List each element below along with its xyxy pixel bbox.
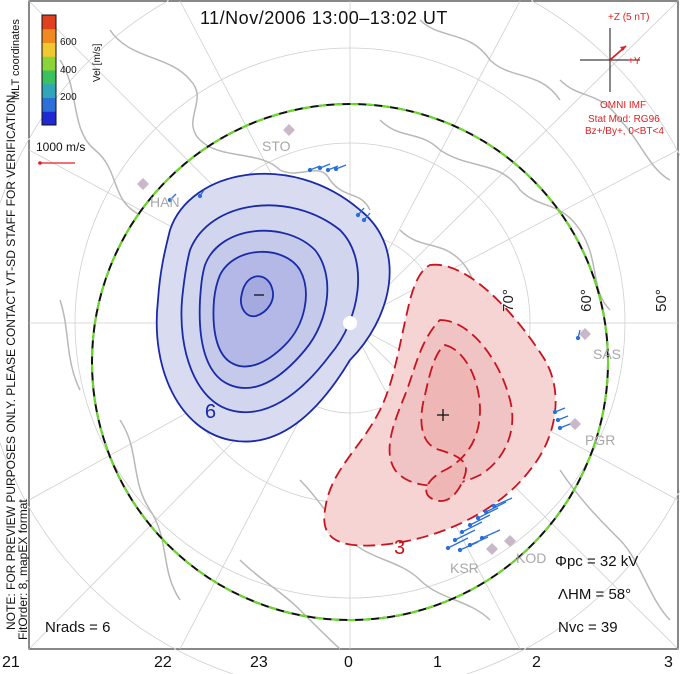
station-han-marker [137,178,149,190]
mlt-label-2: 2 [532,654,541,671]
plot-frame [28,0,679,650]
lat-label-50: 50° [652,289,670,312]
imf-source: OMNI IMF [600,100,647,111]
station-sto-marker [283,124,295,136]
station-ksr-label: KSR [450,560,479,576]
station-pgr-marker [569,418,581,430]
colorbar-segment [42,97,56,112]
colorbar-frame [41,14,57,126]
station-sto-label: STO [262,138,291,154]
positive-contour-label: 3 [394,537,406,559]
station-ksr-marker [486,543,498,555]
stat-n-rads: Nrads = 6 [45,619,111,636]
mlt-label-23: 23 [250,654,268,671]
colorbar-segment [42,111,56,126]
imf-condition: Bz+/By+, 0<BT<4 [585,126,664,137]
lat-label-70: 70° [499,289,517,312]
station-kod-marker [504,535,516,547]
station-han-label: HAN [150,194,180,210]
coordinate-label: MLT coordinates [10,19,22,100]
potential-extrema [254,294,449,421]
mlt-label-21: 21 [2,654,20,671]
colorbar [42,15,56,126]
colorbar-segment [42,83,56,98]
imf-z-label: +Z (5 nT) [608,12,650,23]
station-markers [137,124,591,555]
colorbar-label: Vel [m/s] [92,43,103,82]
mlt-label-0: 0 [344,654,353,671]
lat-label-60: 60° [577,289,595,312]
imf-clock [580,28,640,92]
stat-phi-pc: Φpc = 32 kV [555,553,639,570]
plot-title: 11/Nov/2006 13:00–13:02 UT [200,8,448,28]
mlt-label-1: 1 [433,654,442,671]
station-pgr-label: PGR [585,432,616,448]
stat-lambda-hm: ΛHM = 58° [558,586,632,603]
coastlines [59,19,671,650]
pos-contour-inner [420,344,481,502]
colorbar-tick-200: 200 [60,92,77,103]
vector-scale-arrow [38,161,75,165]
negative-potential-cell [155,172,391,443]
station-sas-label: SAS [593,346,622,362]
colorbar-segment [42,56,56,71]
imf-y-label: +Y [628,56,641,67]
mlt-label-3: 3 [664,654,673,671]
pole-marker [343,316,357,330]
stat-n-vc: Nvc = 39 [558,619,618,636]
neg-contour-inner [240,275,274,318]
colorbar-tick-400: 400 [60,65,77,76]
negative-contour-label: 9 [205,399,217,421]
colorbar-segment [42,42,56,57]
mlt-label-22: 22 [154,654,172,671]
colorbar-tick-600: 600 [60,37,77,48]
hm-boundary-green [91,103,609,621]
vector-scale-label: 1000 m/s [36,140,86,154]
imf-model: Stat Mod: RG96 [588,114,660,125]
colorbar-segment [42,15,56,30]
colorbar-segment [42,28,56,43]
station-sas-marker [579,328,591,340]
velocity-vectors [167,163,581,553]
station-kod-label: KOD [516,550,547,566]
fit-order-note: FitOrder: 8, mapEX format [16,499,30,640]
positive-potential-cell [323,264,557,547]
colorbar-segment [42,70,56,85]
